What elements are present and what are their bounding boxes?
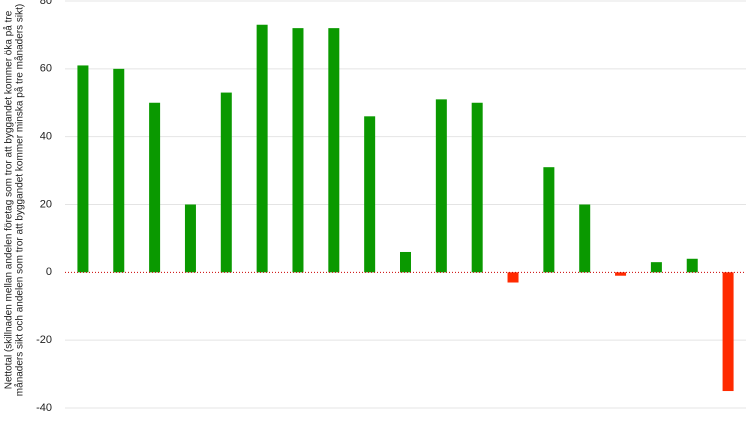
y-axis-title-line: Nettotal (skillnaden mellan andelen före… (3, 10, 15, 389)
y-axis-title-line: månaders sikt och andelen som tror att b… (14, 4, 26, 396)
bar (615, 272, 627, 276)
y-tick-label: 80 (40, 0, 52, 7)
bar (579, 204, 591, 273)
bar (77, 65, 89, 273)
bar (292, 28, 304, 273)
bar (220, 92, 232, 273)
y-axis-title: Nettotal (skillnaden mellan andelen före… (3, 4, 26, 396)
bar (184, 204, 196, 273)
bar (149, 102, 161, 273)
y-tick-label: 0 (46, 266, 52, 278)
bar (328, 28, 340, 273)
bar (543, 167, 555, 273)
bar (113, 68, 125, 273)
bar (650, 262, 662, 273)
bar (400, 251, 411, 273)
y-tick-label: 20 (40, 198, 52, 210)
bar (364, 116, 376, 273)
bar (256, 24, 268, 273)
bar (435, 99, 447, 273)
y-tick-label: 40 (40, 131, 52, 143)
y-tick-label: -20 (36, 334, 52, 346)
y-tick-label: -40 (36, 402, 52, 414)
bar (722, 272, 734, 392)
bar (686, 258, 698, 273)
bar (471, 102, 483, 273)
bar (507, 272, 519, 283)
y-tick-label: 60 (40, 63, 52, 75)
